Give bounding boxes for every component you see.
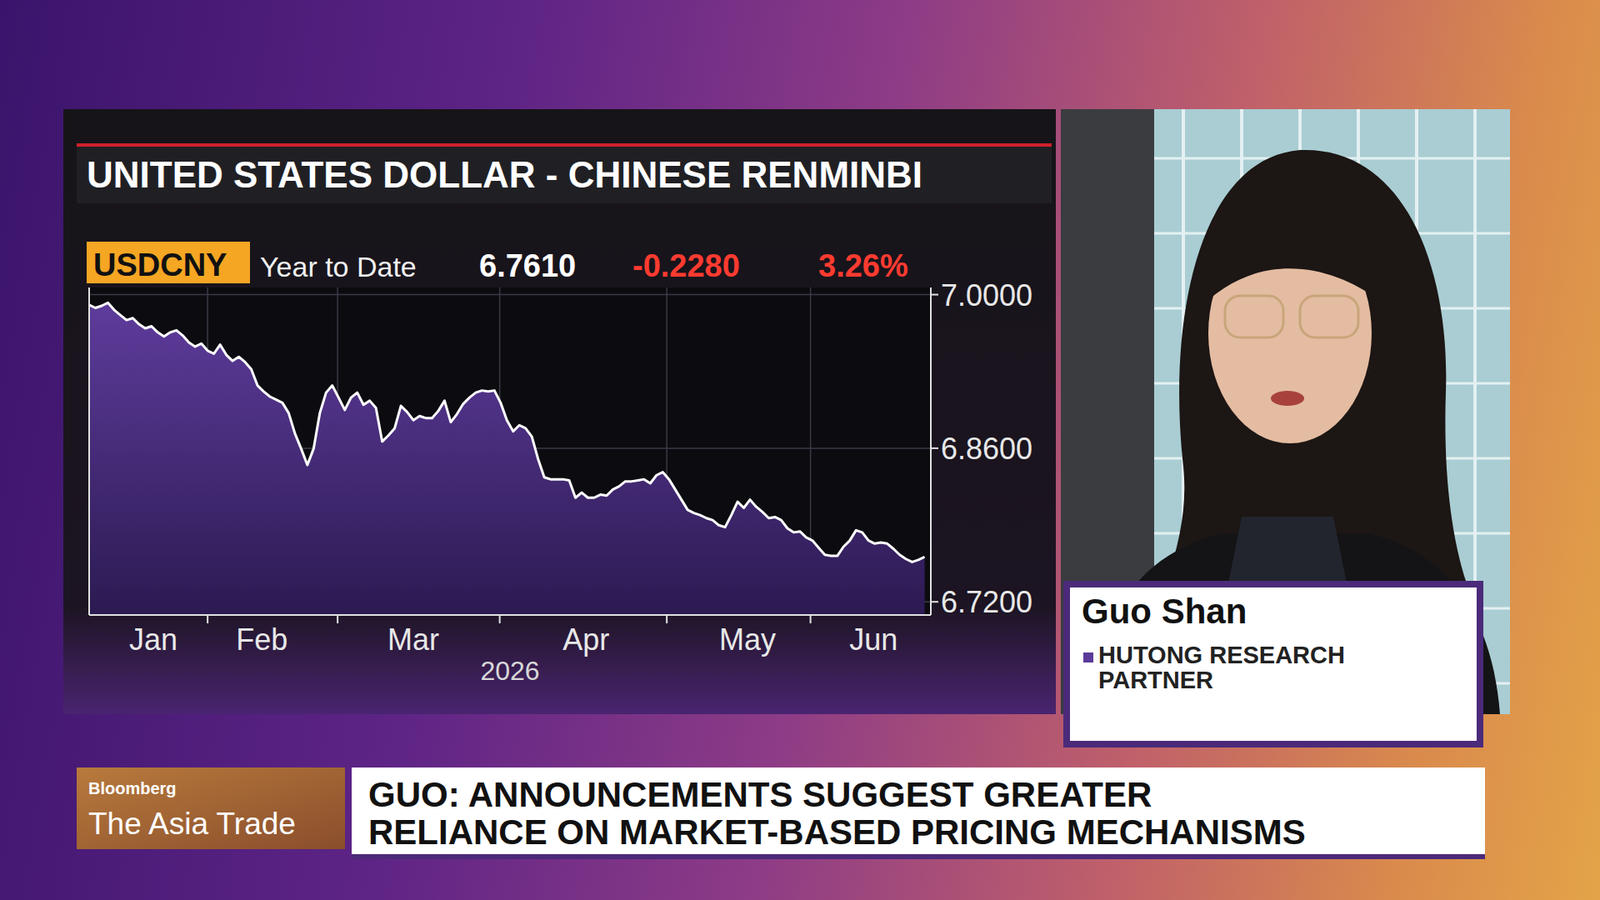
area-fill: [89, 302, 925, 615]
last-price: 6.7610: [479, 248, 576, 284]
x-tick: [336, 615, 339, 624]
x-tick-label: Mar: [387, 622, 440, 657]
period: Year to Date: [260, 250, 417, 283]
bottom-axis: [89, 614, 931, 616]
x-tick-label: Jun: [849, 622, 898, 657]
title-bullet: [1083, 652, 1094, 663]
right-axis: [930, 287, 932, 615]
headline-rule: [351, 854, 1485, 860]
change-pct: 3.26%: [818, 248, 909, 284]
y-tick: [930, 294, 939, 296]
y-tick-label: 6.7200: [940, 585, 1033, 620]
scene: UNITED STATES DOLLAR - CHINESE RENMINBI U…: [0, 0, 1600, 900]
x-tick: [665, 615, 668, 624]
x-tick: [810, 615, 812, 624]
chart-title: UNITED STATES DOLLAR - CHINESE RENMINBI: [86, 154, 923, 195]
x-tick-label: Jan: [129, 622, 178, 657]
plot-background: [89, 287, 931, 615]
title-rule: [76, 143, 1052, 147]
x-tick-label: Feb: [235, 622, 288, 657]
chart-panel: [63, 109, 1056, 715]
headline-box: [351, 767, 1485, 855]
y-tick: [930, 447, 939, 450]
y-tick-label: 6.8600: [940, 431, 1033, 466]
y-grid-line: [89, 294, 931, 296]
glasses: [1300, 295, 1359, 338]
x-tick-label: Apr: [562, 622, 610, 657]
grid: [89, 287, 931, 615]
y-tick: [930, 600, 939, 603]
show-name: The Asia Trade: [88, 806, 296, 841]
left-axis: [88, 287, 90, 615]
guest-title-line: PARTNER: [1098, 666, 1214, 694]
guest-title: HUTONG RESEARCHPARTNER: [1098, 641, 1345, 694]
brand-box: [76, 767, 345, 850]
fringe: [1208, 217, 1380, 300]
name-card: [1066, 584, 1480, 745]
x-tick: [499, 615, 501, 624]
change: -0.2280: [632, 248, 740, 284]
headline-line: GUO: ANNOUNCEMENTS SUGGEST GREATER: [368, 775, 1152, 815]
title-bar: [76, 146, 1052, 204]
brand: Bloomberg: [88, 779, 177, 798]
x-tick: [206, 615, 209, 624]
ticker: USDCNY: [93, 247, 227, 283]
glasses: [1225, 295, 1284, 338]
ticker-box: [86, 241, 250, 284]
mouth: [1270, 390, 1305, 406]
headline-line: RELIANCE ON MARKET-BASED PRICING MECHANI…: [368, 812, 1306, 852]
price-line: [89, 302, 925, 562]
x-tick-label: May: [719, 622, 776, 657]
page: {"chart_data": {"type": "area", "title":…: [0, 0, 1600, 900]
guest-name: Guo Shan: [1081, 591, 1247, 631]
data-layer: [89, 302, 925, 615]
x-axis-title: 2026: [480, 655, 540, 686]
y-tick-label: 7.0000: [940, 278, 1033, 313]
guest-title-line: HUTONG RESEARCH: [1098, 641, 1345, 669]
